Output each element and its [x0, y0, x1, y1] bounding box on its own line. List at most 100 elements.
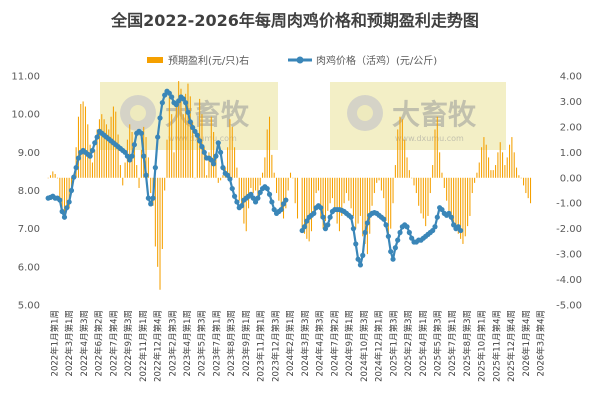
- x-tick-label: 2023年11月第1周: [256, 310, 267, 382]
- x-tick-label: 2022年7月第4周: [108, 310, 119, 376]
- profit-bar: [82, 101, 84, 178]
- watermark-logo-right-inner: [357, 105, 373, 121]
- x-tick-label: 2024年4月第3周: [315, 310, 326, 376]
- profit-bar: [464, 177, 466, 237]
- price-point: [304, 218, 310, 224]
- watermark-text-right: 大畜牧: [392, 98, 477, 131]
- profit-bar: [94, 149, 96, 178]
- profit-bar: [483, 137, 485, 178]
- price-point: [87, 153, 93, 159]
- price-point: [234, 199, 240, 205]
- profit-bar: [383, 177, 385, 199]
- profit-bar: [119, 165, 121, 178]
- price-point: [173, 102, 179, 108]
- profit-bar: [75, 147, 77, 178]
- profit-bar: [380, 177, 382, 191]
- left-tick-label: 10.00: [11, 110, 40, 121]
- profit-bar: [387, 177, 389, 237]
- profit-bar: [208, 152, 210, 178]
- profit-bar: [96, 129, 98, 178]
- x-tick-label: 2024年9月第1周: [344, 310, 355, 376]
- profit-bar: [530, 177, 532, 204]
- profit-bar: [98, 119, 100, 178]
- x-tick-label: 2025年10月第1周: [477, 310, 488, 382]
- price-point: [388, 248, 394, 255]
- left-tick-label: 6.00: [18, 262, 40, 273]
- price-point: [283, 197, 289, 203]
- price-point: [94, 134, 100, 140]
- profit-bar: [262, 172, 264, 178]
- price-point: [122, 149, 128, 155]
- price-point: [439, 206, 445, 213]
- legend-label-profit: 预期盈利(元/只)右: [168, 54, 249, 67]
- profit-bar: [467, 177, 469, 227]
- profit-bar: [206, 175, 208, 178]
- legend-swatch-price-marker: [296, 56, 304, 64]
- x-tick-label: 2022年11月第1周: [138, 310, 149, 382]
- profit-bar: [329, 177, 331, 204]
- profit-bar: [180, 88, 182, 178]
- price-point: [458, 227, 464, 234]
- profit-bar: [406, 157, 408, 178]
- profit-bar: [161, 177, 163, 250]
- price-point: [59, 208, 65, 215]
- profit-bar: [495, 165, 497, 178]
- profit-bar: [513, 152, 515, 178]
- profit-bar: [276, 177, 278, 194]
- right-tick-label: -2.00: [556, 224, 582, 235]
- profit-bar: [140, 149, 142, 178]
- x-tick-label: 2022年9月第3周: [123, 310, 134, 376]
- profit-bar: [378, 177, 380, 181]
- price-point: [409, 235, 415, 241]
- price-point: [169, 94, 175, 100]
- price-point: [434, 214, 440, 220]
- x-tick-label: 2023年9月第1周: [241, 310, 252, 376]
- profit-bar: [91, 162, 93, 178]
- profit-bar: [394, 165, 396, 178]
- price-point: [327, 214, 333, 220]
- profit-bar: [509, 144, 511, 178]
- price-point: [224, 172, 231, 178]
- profit-bar: [476, 172, 478, 178]
- price-point: [278, 206, 284, 213]
- profit-bar: [185, 93, 187, 178]
- profit-bar: [320, 177, 322, 219]
- profit-bar: [345, 177, 347, 194]
- profit-bar: [348, 177, 350, 201]
- profit-bar: [443, 177, 445, 188]
- profit-bar: [282, 177, 285, 219]
- price-point: [148, 201, 154, 207]
- profit-bar: [252, 177, 254, 194]
- x-tick-label: 2025年11月第4周: [491, 310, 502, 382]
- profit-bar: [255, 177, 257, 191]
- price-point: [250, 195, 256, 201]
- x-tick-label: 2023年2月第3周: [167, 310, 178, 376]
- price-point: [451, 222, 457, 228]
- profit-bar: [392, 177, 394, 204]
- price-point: [397, 229, 403, 236]
- price-point: [255, 195, 261, 201]
- profit-bar: [439, 152, 441, 178]
- price-point: [211, 161, 217, 167]
- price-point: [166, 90, 172, 96]
- price-point: [127, 157, 133, 163]
- profit-bar: [362, 177, 364, 237]
- x-tick-label: 2025年8月第3周: [462, 310, 473, 376]
- profit-bar: [450, 177, 452, 219]
- profit-bar: [308, 177, 310, 242]
- price-point: [57, 197, 63, 203]
- profit-bar: [56, 177, 59, 179]
- x-tick-label: 2023年4月第1周: [182, 310, 193, 376]
- price-point: [152, 165, 158, 171]
- profit-bar: [271, 154, 273, 178]
- profit-bar: [101, 114, 103, 178]
- profit-bar: [103, 119, 105, 178]
- price-point: [162, 92, 168, 98]
- right-tick-label: 4.00: [560, 72, 582, 83]
- price-point: [75, 155, 82, 161]
- profit-bar: [411, 177, 413, 179]
- right-tick-label: 0.00: [560, 173, 582, 184]
- price-point: [145, 195, 151, 201]
- profit-bar: [448, 177, 450, 211]
